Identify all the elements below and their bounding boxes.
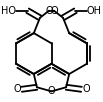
Text: O: O [48, 86, 55, 96]
Text: O: O [50, 6, 58, 16]
Text: O: O [82, 84, 90, 94]
Text: O: O [13, 84, 21, 94]
Text: OH: OH [87, 6, 102, 16]
Text: HO: HO [1, 6, 16, 16]
Text: O: O [45, 6, 53, 16]
